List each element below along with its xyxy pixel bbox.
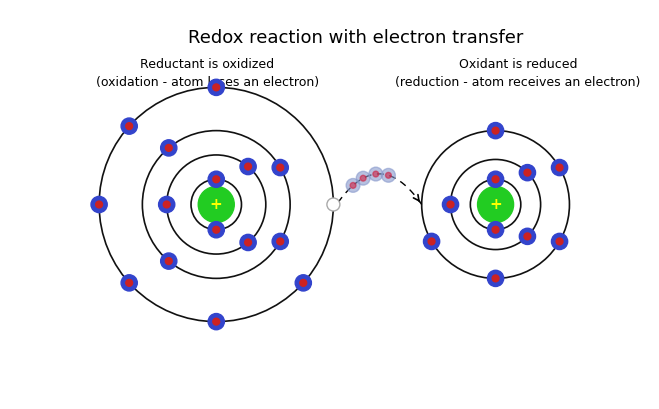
Circle shape (447, 201, 454, 208)
Circle shape (488, 270, 503, 286)
Circle shape (198, 187, 234, 222)
Circle shape (277, 164, 283, 171)
Circle shape (300, 279, 306, 286)
Circle shape (213, 84, 219, 91)
Circle shape (424, 233, 440, 249)
Circle shape (552, 160, 567, 176)
Text: Reductant is oxidized: Reductant is oxidized (140, 58, 274, 71)
Circle shape (327, 198, 340, 211)
Circle shape (272, 160, 289, 176)
Circle shape (357, 171, 370, 185)
Circle shape (91, 196, 107, 213)
Circle shape (346, 178, 360, 192)
Circle shape (442, 196, 459, 213)
Circle shape (126, 279, 132, 286)
Circle shape (240, 158, 256, 175)
Circle shape (165, 258, 172, 265)
Circle shape (492, 176, 499, 183)
Circle shape (121, 118, 137, 134)
Circle shape (350, 182, 356, 188)
Circle shape (369, 167, 383, 181)
Circle shape (213, 176, 219, 183)
Text: (reduction - atom receives an electron): (reduction - atom receives an electron) (395, 76, 641, 89)
Circle shape (488, 171, 503, 187)
Circle shape (208, 314, 224, 330)
Text: (oxidation - atom loses an electron): (oxidation - atom loses an electron) (96, 76, 319, 89)
Circle shape (488, 123, 503, 139)
Text: Redox reaction with electron transfer: Redox reaction with electron transfer (188, 29, 524, 47)
Circle shape (556, 238, 563, 245)
Circle shape (208, 79, 224, 95)
Circle shape (161, 140, 177, 156)
Circle shape (161, 253, 177, 269)
Circle shape (165, 144, 172, 151)
Circle shape (556, 164, 563, 171)
Circle shape (213, 318, 219, 325)
Circle shape (121, 275, 137, 291)
Circle shape (213, 226, 219, 233)
Circle shape (386, 173, 391, 178)
Circle shape (488, 222, 503, 238)
Text: +: + (489, 197, 502, 212)
Circle shape (277, 238, 283, 245)
Circle shape (208, 171, 224, 187)
Circle shape (159, 196, 175, 213)
Circle shape (295, 275, 312, 291)
Circle shape (126, 123, 132, 130)
Text: +: + (210, 197, 223, 212)
Circle shape (382, 169, 395, 182)
Circle shape (428, 238, 435, 245)
Circle shape (240, 234, 256, 251)
Circle shape (478, 187, 513, 222)
Circle shape (163, 201, 170, 208)
Circle shape (552, 233, 567, 249)
Circle shape (244, 239, 252, 246)
Text: Oxidant is reduced: Oxidant is reduced (459, 58, 577, 71)
Circle shape (244, 163, 252, 170)
Circle shape (519, 164, 536, 181)
Circle shape (524, 233, 531, 240)
Circle shape (272, 233, 289, 249)
Circle shape (96, 201, 103, 208)
Circle shape (492, 275, 499, 282)
Circle shape (208, 222, 224, 238)
Circle shape (519, 228, 536, 245)
Circle shape (360, 175, 366, 181)
Circle shape (492, 127, 499, 134)
Circle shape (373, 171, 379, 177)
Circle shape (492, 226, 499, 233)
Circle shape (524, 169, 531, 176)
